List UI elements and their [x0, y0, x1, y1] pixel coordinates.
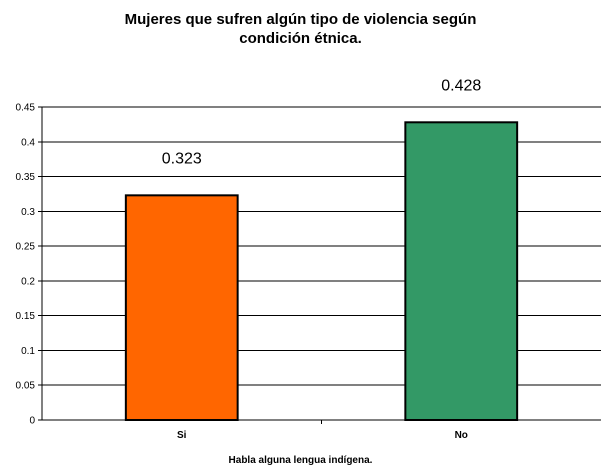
data-labels: 0.323 0.428	[162, 77, 482, 167]
x-tick-labels: Si No	[177, 430, 468, 441]
x-tick-label-no: No	[455, 430, 468, 441]
y-tick-label: 0	[29, 416, 35, 427]
y-tick-label: 0.2	[21, 276, 35, 287]
x-tick-label-si: Si	[177, 430, 187, 441]
chart-title: Mujeres que sufren algún tipo de violenc…	[0, 10, 601, 48]
y-tick-labels: 0 0.05 0.1 0.15 0.2 0.25 0.3 0.35 0.4 0.45	[16, 103, 36, 427]
bar-si	[124, 194, 239, 421]
data-label-si: 0.323	[162, 150, 202, 167]
data-label-no: 0.428	[441, 77, 481, 94]
bars	[124, 121, 519, 422]
y-tick-label: 0.25	[16, 242, 36, 253]
chart-title-line-1: Mujeres que sufren algún tipo de violenc…	[124, 11, 477, 28]
y-tick-label: 0.05	[16, 381, 36, 392]
y-tick-label: 0.15	[16, 311, 36, 322]
x-axis-label: Habla alguna lengua indígena.	[228, 455, 373, 466]
chart-title-line-2: condición étnica.	[239, 30, 362, 47]
y-tick-label: 0.1	[21, 346, 35, 357]
y-tick-label: 0.45	[16, 103, 36, 114]
y-tick-label: 0.3	[21, 207, 35, 218]
bar-no	[404, 121, 519, 422]
y-tick-label: 0.4	[21, 137, 35, 148]
y-tick-label: 0.35	[16, 172, 36, 183]
